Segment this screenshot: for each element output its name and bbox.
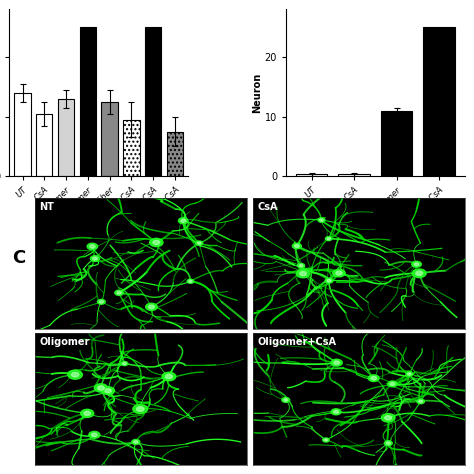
Circle shape bbox=[181, 219, 186, 222]
Circle shape bbox=[412, 269, 426, 278]
Circle shape bbox=[89, 431, 100, 438]
Bar bbox=[14, 93, 31, 176]
Circle shape bbox=[93, 257, 98, 260]
Bar bbox=[167, 131, 183, 176]
Bar bbox=[423, 27, 455, 176]
Circle shape bbox=[150, 238, 163, 246]
Circle shape bbox=[178, 218, 188, 224]
Circle shape bbox=[406, 372, 413, 376]
Circle shape bbox=[165, 374, 173, 379]
Circle shape bbox=[137, 407, 144, 411]
Circle shape bbox=[299, 264, 303, 267]
Circle shape bbox=[102, 387, 114, 395]
Text: NT: NT bbox=[39, 202, 55, 212]
Circle shape bbox=[319, 219, 323, 221]
Circle shape bbox=[388, 381, 397, 387]
Circle shape bbox=[123, 363, 126, 365]
Circle shape bbox=[416, 271, 423, 275]
Bar bbox=[36, 114, 53, 176]
Circle shape bbox=[81, 410, 94, 418]
Circle shape bbox=[300, 272, 306, 276]
Circle shape bbox=[327, 237, 330, 240]
Circle shape bbox=[162, 372, 176, 381]
Bar bbox=[145, 27, 161, 176]
Circle shape bbox=[94, 384, 108, 392]
Bar bbox=[58, 99, 74, 176]
Circle shape bbox=[105, 389, 111, 392]
Circle shape bbox=[323, 438, 329, 442]
Circle shape bbox=[98, 386, 104, 390]
Circle shape bbox=[90, 245, 95, 248]
Circle shape bbox=[87, 243, 98, 250]
Circle shape bbox=[91, 255, 100, 262]
Circle shape bbox=[296, 270, 310, 278]
Circle shape bbox=[196, 241, 203, 246]
Circle shape bbox=[414, 263, 419, 266]
Bar bbox=[338, 174, 370, 176]
Circle shape bbox=[384, 441, 392, 446]
Circle shape bbox=[295, 245, 299, 247]
Circle shape bbox=[298, 264, 305, 268]
Bar bbox=[80, 27, 96, 176]
Circle shape bbox=[115, 290, 123, 295]
Circle shape bbox=[72, 373, 79, 377]
Circle shape bbox=[419, 400, 422, 402]
Circle shape bbox=[98, 300, 105, 304]
Circle shape bbox=[146, 303, 157, 310]
Circle shape bbox=[132, 439, 140, 445]
Circle shape bbox=[408, 373, 411, 375]
Circle shape bbox=[324, 439, 328, 441]
Circle shape bbox=[325, 278, 333, 283]
Circle shape bbox=[417, 399, 425, 404]
Circle shape bbox=[91, 433, 97, 437]
Circle shape bbox=[148, 305, 155, 309]
Text: Oligomer+CsA: Oligomer+CsA bbox=[257, 337, 336, 347]
Circle shape bbox=[292, 243, 301, 249]
Circle shape bbox=[333, 269, 345, 277]
Circle shape bbox=[371, 376, 376, 380]
Circle shape bbox=[331, 409, 341, 415]
Circle shape bbox=[368, 375, 379, 382]
Circle shape bbox=[100, 301, 103, 303]
Circle shape bbox=[325, 237, 332, 241]
Circle shape bbox=[282, 398, 290, 402]
Circle shape bbox=[134, 441, 138, 443]
Circle shape bbox=[412, 261, 421, 267]
Circle shape bbox=[198, 242, 201, 244]
Text: C: C bbox=[12, 249, 25, 267]
Circle shape bbox=[121, 362, 128, 365]
Circle shape bbox=[187, 279, 194, 283]
Circle shape bbox=[327, 279, 331, 282]
Circle shape bbox=[334, 410, 338, 413]
Circle shape bbox=[331, 359, 342, 366]
Circle shape bbox=[68, 370, 82, 379]
Text: Oligomer: Oligomer bbox=[39, 337, 90, 347]
Circle shape bbox=[336, 271, 342, 275]
Circle shape bbox=[153, 240, 160, 245]
Circle shape bbox=[84, 411, 91, 415]
Bar bbox=[381, 111, 412, 176]
Text: CsA: CsA bbox=[257, 202, 278, 212]
Circle shape bbox=[189, 280, 192, 283]
Y-axis label: Neuron: Neuron bbox=[252, 73, 262, 113]
Bar bbox=[296, 174, 328, 176]
Circle shape bbox=[334, 361, 339, 365]
Circle shape bbox=[133, 404, 147, 414]
Circle shape bbox=[284, 399, 288, 401]
Circle shape bbox=[386, 442, 390, 445]
Circle shape bbox=[117, 292, 121, 294]
Bar bbox=[123, 119, 139, 176]
Bar bbox=[101, 102, 118, 176]
Circle shape bbox=[390, 383, 395, 385]
Circle shape bbox=[381, 413, 395, 422]
Circle shape bbox=[318, 218, 325, 222]
Circle shape bbox=[385, 416, 392, 420]
